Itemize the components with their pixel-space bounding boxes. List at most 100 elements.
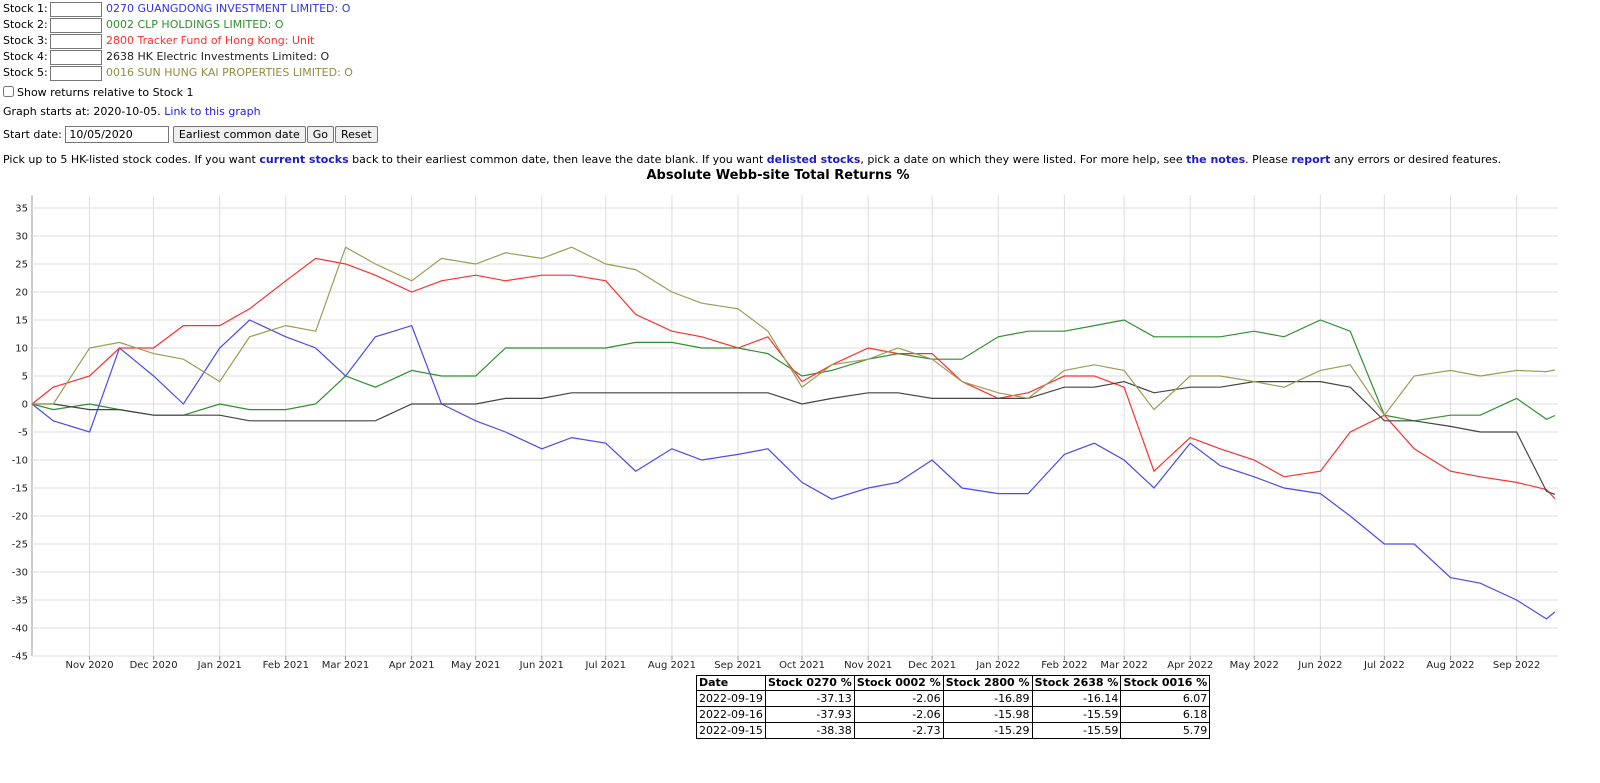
table-cell: -2.06 (853, 706, 944, 723)
table-cell: 6.07 (1120, 690, 1211, 707)
y-tick-label: -25 (12, 540, 28, 551)
x-tick-label: Jul 2021 (584, 660, 626, 671)
x-tick-label: Jan 2022 (975, 660, 1020, 671)
table-cell: -16.14 (1031, 690, 1122, 707)
graph-start: Graph starts at: 2020-10-05. Link to thi… (3, 105, 261, 118)
series-line (32, 246, 1556, 417)
relative-option: Show returns relative to Stock 1 (3, 86, 194, 99)
relative-checkbox[interactable] (3, 86, 14, 97)
returns-table: Date Stock 0270 % Stock 0002 % Stock 2800 %… (696, 675, 1211, 739)
start-date-input[interactable]: 10/05/2020 (65, 126, 170, 143)
table-row: 2022-09-16 -37.93 -2.06 -15.98 -15.59 6.18 (696, 706, 1211, 723)
x-tick-label: Nov 2020 (66, 660, 114, 671)
y-tick-label: -30 (12, 568, 28, 579)
stock-name[interactable]: 2800 Tracker Fund of Hong Kong: Unit (106, 34, 315, 47)
date-form: Start date: 10/05/2020 Earliest common d… (3, 126, 379, 143)
table-wrap: Date Stock 0270 % Stock 0002 % Stock 2800 %… (696, 675, 1211, 739)
help-text-part: , pick a date on which they were listed.… (860, 153, 1187, 166)
y-tick-label: -35 (12, 596, 28, 607)
button[interactable]: Go (306, 126, 335, 143)
stock-row: Stock 3: 2800 Tracker Fund of Hong Kong: … (3, 33, 314, 49)
x-tick-label: Oct 2021 (779, 660, 825, 671)
table-row: 2022-09-19 -37.13 -2.06 -16.89 -16.14 6.07 (696, 690, 1211, 707)
stock-label: Stock 4: (3, 50, 48, 63)
table-cell: 2022-09-15 (696, 722, 766, 739)
stock-input[interactable] (50, 33, 102, 49)
table-cell: 2022-09-19 (696, 690, 766, 707)
header-cell: Stock 0002 % (853, 675, 944, 691)
table-cell: 2022-09-16 (696, 706, 766, 723)
help-text-part: back to their earliest common date, then… (348, 153, 767, 166)
help-link[interactable]: delisted stocks (766, 153, 861, 166)
help-link[interactable]: current stocks (259, 153, 349, 166)
y-tick-label: -45 (12, 652, 28, 663)
x-tick-label: Feb 2022 (1041, 660, 1087, 671)
stock-label: Stock 1: (3, 2, 48, 15)
relative-label: Show returns relative to Stock 1 (17, 86, 194, 99)
help-link[interactable]: report (1291, 153, 1331, 166)
stock-label: Stock 5: (3, 66, 48, 79)
y-tick-label: 25 (15, 260, 28, 271)
header-cell: Date (696, 675, 766, 691)
x-tick-label: Mar 2022 (1100, 660, 1148, 671)
header-cell: Stock 0016 % (1120, 675, 1211, 691)
x-tick-label: Dec 2020 (130, 660, 178, 671)
x-tick-label: Dec 2021 (908, 660, 956, 671)
stock-label: Stock 2: (3, 18, 48, 31)
y-tick-label: 10 (15, 344, 28, 355)
table-cell: -37.93 (764, 706, 855, 723)
series-line (31, 319, 1556, 620)
table-cell: -15.59 (1031, 722, 1122, 739)
stock-name[interactable]: 0016 SUN HUNG KAI PROPERTIES LIMITED: O (106, 66, 353, 79)
y-tick-label: 15 (15, 316, 28, 327)
chart-title: Absolute Webb-site Total Returns % (646, 168, 909, 183)
table-row: 2022-09-15 -38.38 -2.73 -15.29 -15.59 5.79 (696, 722, 1211, 739)
header-row: Date Stock 0270 % Stock 0002 % Stock 2800 %… (696, 675, 1211, 691)
graph-starts-text: Graph starts at: 2020-10-05. (3, 105, 161, 118)
stock-name[interactable]: 0002 CLP HOLDINGS LIMITED: O (106, 18, 284, 31)
stock-input[interactable] (50, 17, 102, 33)
y-tick-label: 20 (15, 288, 28, 299)
y-tick-label: -40 (12, 624, 28, 635)
table-cell: -38.38 (764, 722, 855, 739)
x-tick-label: Nov 2021 (844, 660, 892, 671)
table-cell: -16.89 (942, 690, 1033, 707)
x-tick-label: Sep 2022 (1493, 660, 1540, 671)
button[interactable]: Earliest common date (172, 126, 306, 143)
start-date-label: Start date: (3, 128, 62, 141)
stock-name[interactable]: 2638 HK Electric Investments Limited: O (106, 50, 330, 63)
x-tick-label: Apr 2021 (389, 660, 435, 671)
header-cell: Stock 2800 % (942, 675, 1033, 691)
stock-input[interactable] (50, 49, 102, 65)
stock-input[interactable] (50, 65, 102, 81)
help-text: Pick up to 5 HK-listed stock codes. If y… (3, 153, 1501, 166)
help-link[interactable]: the notes (1186, 153, 1246, 166)
y-tick-label: -15 (12, 484, 28, 495)
stock-name[interactable]: 0270 GUANGDONG INVESTMENT LIMITED: O (106, 2, 351, 15)
button[interactable]: Reset (335, 126, 378, 143)
stock-row: Stock 4: 2638 HK Electric Investments Lim… (3, 49, 329, 65)
x-tick-label: Jul 2022 (1363, 660, 1405, 671)
x-tick-label: May 2022 (1230, 660, 1279, 671)
stock-label: Stock 3: (3, 34, 48, 47)
x-tick-label: Apr 2022 (1167, 660, 1213, 671)
series-line (32, 380, 1556, 495)
table-cell: -2.06 (853, 690, 944, 707)
stock-input[interactable] (50, 1, 102, 17)
table-cell: 5.79 (1120, 722, 1211, 739)
y-tick-label: -10 (12, 456, 28, 467)
header-cell: Stock 0270 % (764, 675, 855, 691)
x-tick-label: Jan 2021 (197, 660, 242, 671)
series-line (31, 257, 1556, 500)
header-cell: Stock 2638 % (1031, 675, 1122, 691)
table-cell: -15.59 (1031, 706, 1122, 723)
y-tick-label: -20 (12, 512, 28, 523)
help-text-part: Pick up to 5 HK-listed stock codes. If y… (3, 153, 260, 166)
x-tick-label: Jun 2022 (1297, 660, 1342, 671)
stock-row: Stock 2: 0002 CLP HOLDINGS LIMITED: O (3, 17, 284, 33)
graph-link[interactable]: Link to this graph (164, 105, 261, 118)
x-tick-label: Mar 2021 (322, 660, 370, 671)
help-text-part: . Please (1245, 153, 1292, 166)
help-text-part: any errors or desired features. (1330, 153, 1502, 166)
